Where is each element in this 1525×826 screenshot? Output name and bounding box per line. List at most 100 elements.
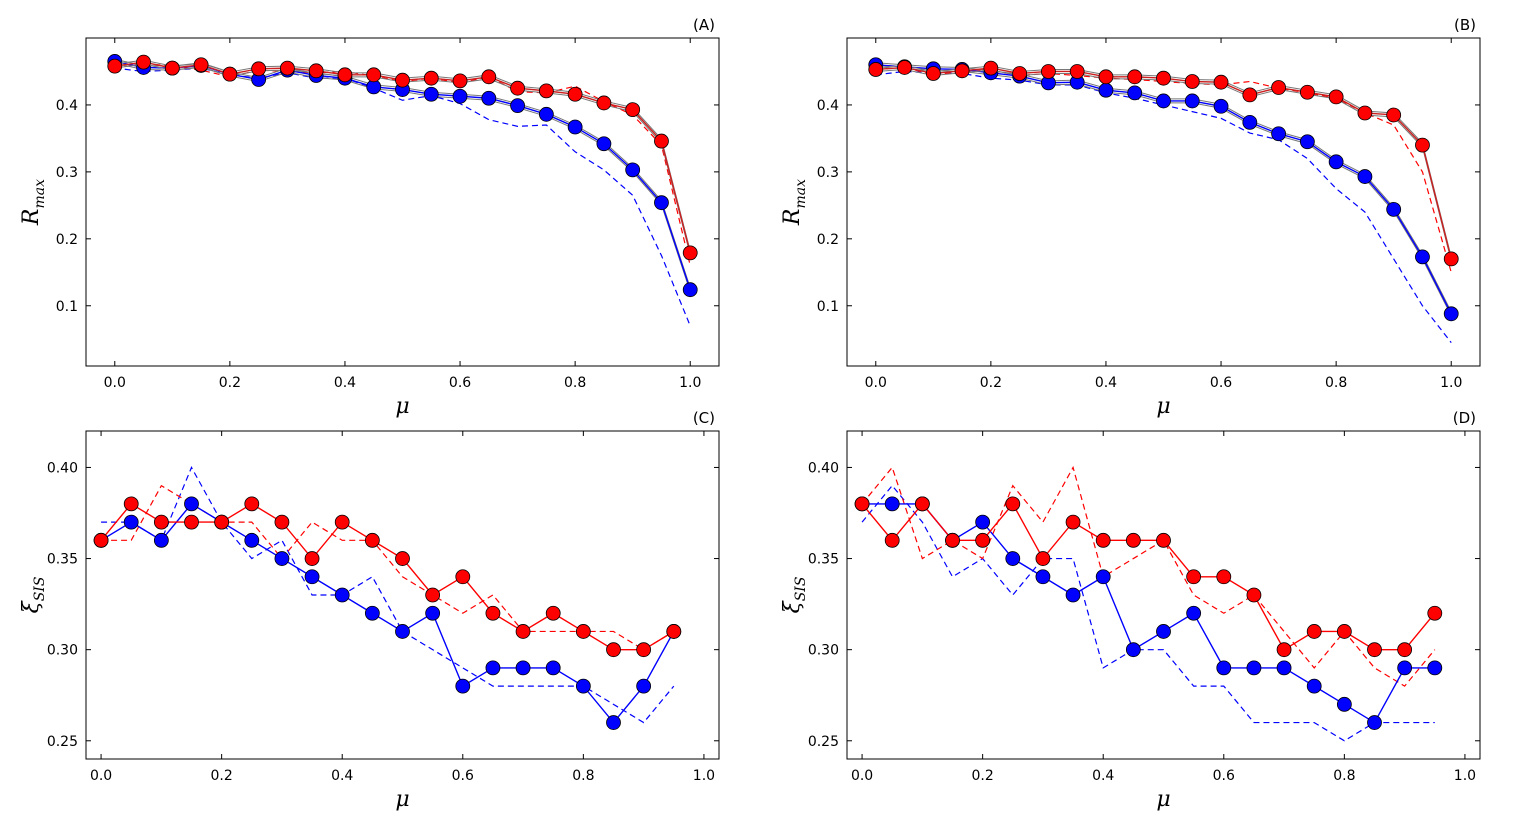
x-tick-label: 0.4 bbox=[334, 375, 356, 391]
point-blue bbox=[184, 496, 199, 512]
panel-3: 0.0 0.2 0.4 0.6 0.8 1.0 0.25 0.30 0.35 0.40 μ ξSIS (… bbox=[780, 409, 1481, 812]
point-blue bbox=[510, 98, 525, 114]
point-red bbox=[1271, 80, 1286, 95]
y-axis-label: Rmax bbox=[780, 179, 809, 226]
x-tick-label: 0.6 bbox=[1213, 768, 1235, 784]
y-tick-label: 0.1 bbox=[817, 299, 839, 315]
y-tick-label: 0.40 bbox=[47, 460, 78, 476]
point-red bbox=[538, 83, 554, 99]
point-blue bbox=[1242, 114, 1258, 130]
point-blue bbox=[1443, 306, 1459, 322]
y-axis-label-main: ξ bbox=[19, 599, 44, 613]
y-axis-label-sub: SIS bbox=[32, 577, 48, 602]
point-blue bbox=[884, 496, 900, 512]
point-red bbox=[884, 532, 900, 548]
x-tick-label: 0.6 bbox=[449, 375, 471, 391]
y-tick-label: 0.4 bbox=[56, 98, 78, 114]
point-red bbox=[925, 66, 941, 81]
point-red bbox=[945, 532, 960, 548]
point-red bbox=[1415, 137, 1430, 153]
point-blue bbox=[596, 136, 612, 152]
point-red bbox=[395, 551, 410, 566]
panel-tag: (C) bbox=[693, 409, 715, 427]
y-tick-label: 0.3 bbox=[56, 165, 78, 181]
point-red bbox=[280, 60, 295, 76]
point-blue bbox=[274, 551, 290, 566]
point-blue bbox=[1276, 660, 1292, 676]
point-blue bbox=[1299, 134, 1315, 150]
point-red bbox=[682, 245, 698, 261]
point-red bbox=[1367, 642, 1382, 658]
panel-2: 0.0 0.2 0.4 0.6 0.8 1.0 0.25 0.30 0.35 0.40 μ ξSIS (… bbox=[19, 409, 720, 812]
point-red bbox=[304, 551, 320, 566]
point-red bbox=[1041, 64, 1056, 79]
panel-tag: (D) bbox=[1453, 409, 1476, 427]
point-blue bbox=[1427, 660, 1443, 676]
x-tick-label: 0.2 bbox=[980, 375, 1002, 391]
point-red bbox=[1095, 532, 1111, 548]
point-blue bbox=[545, 660, 561, 676]
y-axis-label-sub: max bbox=[793, 179, 809, 209]
point-red bbox=[1186, 569, 1202, 585]
series-line-blue-dashed bbox=[114, 67, 691, 327]
y-tick-label: 0.3 bbox=[817, 165, 839, 181]
point-red bbox=[510, 80, 525, 96]
point-red bbox=[606, 642, 621, 658]
point-blue bbox=[1005, 551, 1021, 566]
axes-frame bbox=[846, 37, 1481, 367]
point-blue bbox=[1127, 85, 1143, 101]
y-axis-label-main: R bbox=[19, 208, 44, 226]
point-blue bbox=[567, 119, 583, 135]
point-red bbox=[184, 514, 199, 530]
point-red bbox=[868, 62, 884, 77]
x-tick-label: 0.2 bbox=[219, 375, 241, 391]
point-red bbox=[1213, 74, 1229, 90]
axes-frame bbox=[846, 430, 1481, 760]
point-blue bbox=[515, 660, 531, 676]
point-blue bbox=[123, 514, 139, 530]
point-blue bbox=[636, 678, 652, 694]
point-blue bbox=[1213, 98, 1229, 114]
point-red bbox=[93, 532, 109, 548]
point-blue bbox=[975, 514, 991, 530]
point-red bbox=[455, 569, 471, 585]
point-red bbox=[1065, 514, 1081, 530]
point-blue bbox=[1357, 169, 1373, 184]
panel-1: 0.0 0.2 0.4 0.6 0.8 1.0 0.1 0.2 0.3 0.4 μ Rmax (B) bbox=[780, 16, 1481, 419]
point-red bbox=[654, 133, 669, 149]
point-blue bbox=[682, 282, 698, 298]
point-red bbox=[452, 73, 468, 89]
point-red bbox=[337, 67, 353, 83]
panel-tag: (A) bbox=[693, 16, 715, 34]
point-blue bbox=[1415, 249, 1430, 265]
point-red bbox=[425, 587, 441, 603]
point-red bbox=[423, 70, 439, 86]
point-blue bbox=[1271, 126, 1286, 142]
x-axis-label: μ bbox=[395, 394, 409, 419]
series-line-blue-dashed bbox=[861, 484, 1435, 742]
point-red bbox=[1357, 105, 1373, 121]
panel-0: 0.0 0.2 0.4 0.6 0.8 1.0 0.1 0.2 0.3 0.4 μ Rmax (A) bbox=[19, 16, 720, 419]
point-blue bbox=[244, 532, 260, 548]
x-tick-label: 1.0 bbox=[679, 375, 701, 391]
point-red bbox=[1427, 605, 1443, 621]
point-red bbox=[481, 69, 497, 85]
point-red bbox=[1246, 587, 1262, 603]
point-red bbox=[1397, 642, 1413, 658]
point-blue bbox=[395, 624, 410, 639]
y-axis-label-sub: SIS bbox=[793, 577, 809, 602]
point-blue bbox=[1156, 624, 1171, 639]
point-red bbox=[575, 624, 591, 639]
point-blue bbox=[1098, 82, 1114, 98]
y-axis-label: ξSIS bbox=[19, 577, 48, 614]
point-red bbox=[1098, 69, 1114, 85]
point-blue bbox=[1156, 93, 1171, 109]
axes-frame bbox=[85, 37, 720, 367]
point-red bbox=[954, 63, 970, 79]
point-red bbox=[1012, 66, 1028, 81]
y-axis-label-sub: max bbox=[32, 179, 48, 209]
point-blue bbox=[334, 587, 350, 603]
point-blue bbox=[455, 678, 471, 694]
point-blue bbox=[481, 90, 497, 106]
point-red bbox=[485, 605, 501, 621]
